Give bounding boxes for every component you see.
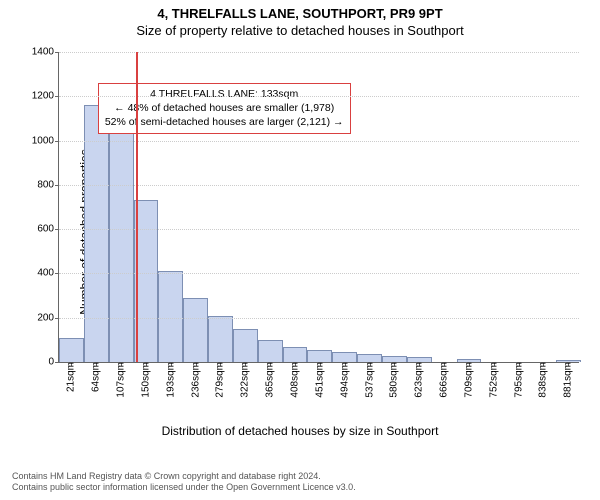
x-tick-label: 64sqm (91, 362, 102, 392)
histogram-bar (208, 316, 233, 363)
chart-title: 4, THRELFALLS LANE, SOUTHPORT, PR9 9PT (0, 0, 600, 21)
histogram-bar (258, 340, 283, 362)
plot-area: 4 THRELFALLS LANE: 133sqm ← 48% of detac… (58, 52, 579, 363)
y-tick-label: 200 (37, 312, 59, 323)
y-tick-label: 800 (37, 179, 59, 190)
chart-area: Number of detached properties 4 THRELFAL… (0, 42, 600, 422)
histogram-bar (84, 105, 109, 362)
histogram-bar (158, 271, 183, 362)
x-tick-label: 322sqm (240, 362, 251, 398)
x-tick-label: 709sqm (463, 362, 474, 398)
annotation-line-3: 52% of semi-detached houses are larger (… (105, 115, 344, 129)
x-tick-label: 193sqm (165, 362, 176, 398)
x-tick-label: 623sqm (414, 362, 425, 398)
chart-container: 4, THRELFALLS LANE, SOUTHPORT, PR9 9PT S… (0, 0, 600, 500)
x-tick-label: 236sqm (190, 362, 201, 398)
x-tick-label: 451sqm (314, 362, 325, 398)
histogram-bar (183, 298, 208, 362)
y-tick-label: 1400 (32, 47, 59, 58)
x-tick-label: 494sqm (339, 362, 350, 398)
footer: Contains HM Land Registry data © Crown c… (12, 471, 588, 494)
x-tick-label: 150sqm (140, 362, 151, 398)
x-tick-label: 21sqm (66, 362, 77, 392)
y-tick-label: 1200 (32, 91, 59, 102)
x-tick-label: 279sqm (215, 362, 226, 398)
x-tick-label: 580sqm (389, 362, 400, 398)
property-marker-line (136, 52, 138, 362)
histogram-bar (59, 338, 84, 362)
x-tick-label: 666sqm (439, 362, 450, 398)
x-tick-label: 537sqm (364, 362, 375, 398)
x-tick-label: 752sqm (488, 362, 499, 398)
annotation-line-2: ← 48% of detached houses are smaller (1,… (105, 101, 344, 115)
footer-line-2: Contains public sector information licen… (12, 482, 588, 494)
histogram-bar (307, 350, 332, 362)
y-tick-label: 400 (37, 268, 59, 279)
x-tick-label: 838sqm (538, 362, 549, 398)
x-tick-label: 795sqm (513, 362, 524, 398)
annotation-line-1: 4 THRELFALLS LANE: 133sqm (105, 87, 344, 101)
histogram-bar (233, 329, 258, 362)
x-tick-label: 408sqm (290, 362, 301, 398)
y-tick-label: 1000 (32, 135, 59, 146)
x-axis-label: Distribution of detached houses by size … (0, 424, 600, 438)
x-tick-label: 107sqm (116, 362, 127, 398)
histogram-bar (283, 347, 308, 363)
histogram-bar (332, 352, 357, 362)
chart-subtitle: Size of property relative to detached ho… (0, 21, 600, 42)
y-tick-label: 0 (48, 357, 59, 368)
histogram-bar (109, 104, 134, 362)
footer-line-1: Contains HM Land Registry data © Crown c… (12, 471, 588, 483)
histogram-bar (357, 354, 382, 362)
y-tick-label: 600 (37, 224, 59, 235)
x-tick-label: 365sqm (265, 362, 276, 398)
x-tick-label: 881sqm (563, 362, 574, 398)
